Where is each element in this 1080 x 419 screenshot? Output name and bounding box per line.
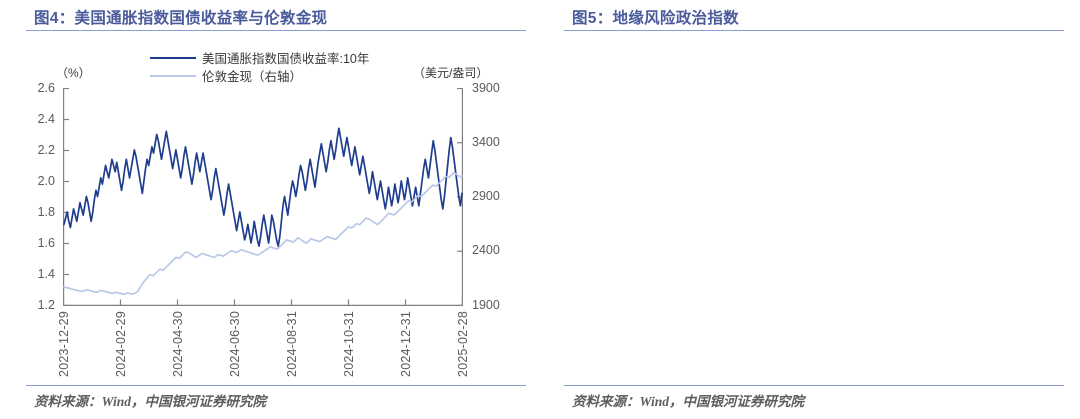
legend-item-london-gold: 伦敦金现（右轴） [150,66,302,85]
figure-5-footer-rule [564,385,1064,386]
y2-tick-label: 3400 [472,134,500,149]
y2-tick-label: 2400 [472,243,500,258]
x-tick-label: 2024-02-29 [113,311,128,377]
figure-5-source: 资料来源：Wind，中国银河证券研究院 [572,394,805,409]
legend-label: 伦敦金现（右轴） [202,70,303,84]
x-tick-label: 2023-12-29 [56,311,71,377]
y2-tick-label: 3900 [472,80,500,95]
figure-5-title-rule [564,30,1064,31]
figure-panel-5: 图5：地缘风险政治指数 （1985-2019年=100） 地缘政治风险指数 30… [540,0,1080,419]
y2-tick-label: 1900 [472,297,500,312]
figure-4-title: 图4：美国通胀指数国债收益率与伦敦金现 [34,10,328,27]
y-tick-label: 1.2 [37,297,55,312]
legend-swatch-line-icon [150,74,196,77]
legend-item-tips-yield: 美国通胀指数国债收益率:10年 [150,48,369,67]
x-tick-label: 2024-08-31 [284,311,299,377]
figure-5-title: 图5：地缘风险政治指数 [572,10,739,27]
y-tick-label: 2.0 [37,173,55,188]
y-tick-label: 2.4 [37,111,55,126]
series-line [63,127,463,247]
right-axis-unit: （美元/盎司） [413,66,489,80]
y-tick-label: 1.6 [37,235,55,250]
figure-4-source: 资料来源：Wind，中国银河证券研究院 [34,394,267,409]
x-tick-label: 2024-06-30 [227,311,242,377]
x-tick-label: 2024-10-31 [341,311,356,377]
legend-label: 美国通胀指数国债收益率:10年 [202,52,370,66]
y-tick-label: 1.8 [37,204,55,219]
figure-4-footer-rule [26,385,526,386]
x-tick-label: 2024-04-30 [170,311,185,377]
figure-4-title-rule [26,30,526,31]
left-axis-unit: （%） [56,66,91,80]
x-tick-label: 2024-12-31 [398,311,413,377]
series-line [63,171,463,295]
y-tick-label: 2.2 [37,142,55,157]
y2-tick-label: 2900 [472,189,500,203]
axis-spine [63,88,463,306]
chart-svg [63,88,463,306]
y-tick-label: 2.6 [37,80,55,95]
figure-panel-4: 图4：美国通胀指数国债收益率与伦敦金现 美国通胀指数国债收益率:10年 伦敦金现… [26,10,526,409]
y-tick-label: 1.4 [37,266,55,281]
x-tick-label: 2025-02-28 [455,311,470,377]
figure-4-plot-area: 2.6 2.4 2.2 2.0 1.8 1.6 1.4 1.2 3900 3400 2900 2400… [38,81,500,377]
legend-swatch-line-icon [150,56,196,59]
